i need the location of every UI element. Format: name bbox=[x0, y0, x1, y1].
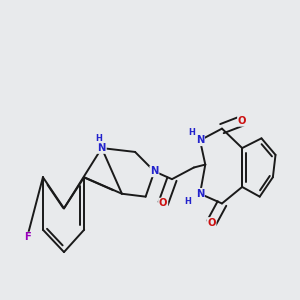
Text: N: N bbox=[196, 135, 204, 145]
Text: F: F bbox=[24, 232, 31, 242]
Text: O: O bbox=[159, 199, 167, 208]
Text: H: H bbox=[188, 128, 195, 137]
Text: O: O bbox=[238, 116, 246, 126]
Text: H: H bbox=[95, 134, 102, 143]
Text: O: O bbox=[207, 218, 216, 228]
Text: N: N bbox=[150, 167, 159, 176]
Text: H: H bbox=[184, 196, 191, 206]
Text: N: N bbox=[98, 143, 106, 153]
Text: N: N bbox=[196, 189, 204, 199]
